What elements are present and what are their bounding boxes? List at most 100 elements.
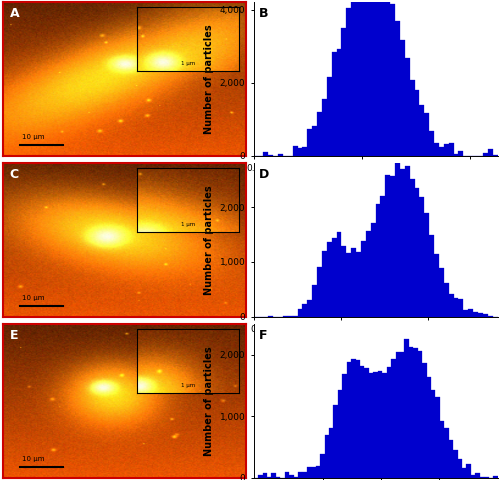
Bar — [346, 253, 351, 317]
Bar — [346, 8, 351, 156]
Bar — [332, 238, 336, 317]
Bar — [414, 188, 420, 317]
Bar — [400, 352, 404, 478]
Bar — [454, 154, 458, 156]
Text: B: B — [258, 7, 268, 20]
Bar — [414, 348, 418, 478]
Bar — [307, 467, 312, 478]
Bar — [376, 0, 380, 156]
Bar — [382, 373, 386, 478]
Bar — [370, 0, 376, 156]
Bar — [380, 196, 386, 317]
Text: 10 μm: 10 μm — [22, 295, 44, 301]
Bar — [444, 283, 448, 317]
Bar — [292, 316, 298, 317]
Bar — [302, 472, 307, 478]
Bar — [395, 161, 400, 317]
Bar — [458, 459, 462, 478]
Bar — [258, 475, 262, 478]
Bar — [322, 99, 327, 156]
Bar — [488, 149, 492, 156]
Text: 10 μm: 10 μm — [22, 456, 44, 462]
Bar — [431, 390, 436, 478]
Bar — [364, 368, 369, 478]
Bar — [448, 294, 454, 317]
Text: A: A — [10, 7, 20, 20]
Bar — [320, 454, 324, 478]
Bar — [390, 4, 395, 156]
Bar — [308, 129, 312, 156]
Bar — [424, 213, 429, 317]
Bar — [338, 390, 342, 478]
Bar — [374, 372, 378, 478]
Bar — [336, 232, 342, 317]
Bar — [462, 468, 466, 478]
Bar — [342, 374, 347, 478]
Bar — [409, 347, 414, 478]
Bar — [262, 473, 267, 478]
Bar — [312, 126, 317, 156]
Bar — [361, 241, 366, 317]
Y-axis label: Number of particles: Number of particles — [204, 346, 214, 456]
Bar — [308, 300, 312, 317]
Bar — [378, 372, 382, 478]
Bar — [448, 143, 454, 156]
Text: E: E — [10, 329, 18, 342]
Bar — [453, 450, 458, 478]
Bar — [361, 0, 366, 156]
Bar — [434, 143, 439, 156]
Bar — [342, 246, 346, 317]
Bar — [380, 0, 386, 156]
Bar — [448, 440, 453, 478]
Bar — [322, 251, 327, 317]
Bar — [458, 151, 464, 156]
Bar — [342, 28, 346, 156]
Bar — [444, 428, 448, 478]
Bar — [493, 476, 498, 478]
Bar — [391, 360, 396, 478]
Bar — [356, 252, 361, 317]
Bar — [436, 397, 440, 478]
Bar — [370, 223, 376, 317]
Bar — [369, 373, 374, 478]
Bar — [356, 0, 361, 156]
Bar — [439, 268, 444, 317]
X-axis label: Particle size (nm): Particle size (nm) — [324, 339, 427, 349]
Bar — [334, 405, 338, 478]
Bar — [366, 231, 370, 317]
Bar — [473, 312, 478, 317]
Bar — [351, 0, 356, 156]
Bar — [484, 477, 488, 478]
Bar — [424, 113, 429, 156]
Bar — [400, 169, 405, 317]
Bar — [414, 91, 420, 156]
Bar — [420, 197, 424, 317]
Bar — [429, 236, 434, 317]
Bar — [376, 204, 380, 317]
Text: C: C — [10, 168, 19, 181]
Bar — [292, 146, 298, 156]
Bar — [418, 351, 422, 478]
Bar — [429, 132, 434, 156]
Bar — [405, 167, 409, 317]
Bar — [312, 467, 316, 478]
Bar — [351, 248, 356, 317]
Bar — [426, 377, 431, 478]
Bar — [289, 475, 294, 478]
Bar — [468, 309, 473, 317]
Bar — [317, 112, 322, 156]
Bar — [386, 175, 390, 317]
Bar — [476, 473, 480, 478]
Bar — [298, 309, 302, 317]
Text: 10 μm: 10 μm — [22, 134, 44, 140]
Bar — [316, 466, 320, 478]
Bar — [284, 472, 289, 478]
Bar — [405, 58, 409, 156]
Bar — [386, 367, 391, 478]
Bar — [327, 77, 332, 156]
Bar — [298, 148, 302, 156]
Bar — [272, 473, 276, 478]
Bar — [466, 464, 471, 478]
Bar — [400, 40, 405, 156]
Bar — [471, 475, 476, 478]
